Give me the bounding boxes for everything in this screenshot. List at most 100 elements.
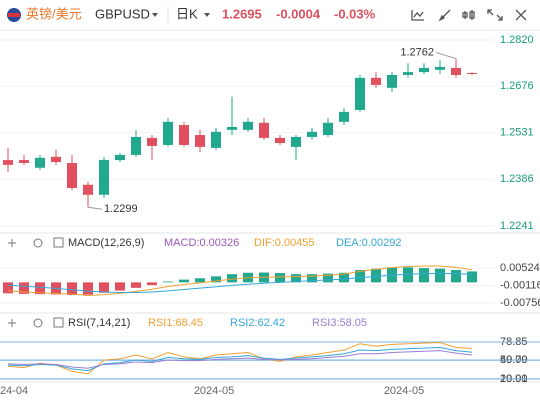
y-tick-label: 1.2820 <box>500 34 534 46</box>
panel-title: RSI(7,14,21) <box>68 317 130 329</box>
candle-body <box>339 111 349 122</box>
dropdown-arrow[interactable] <box>204 13 210 17</box>
settings-icon[interactable] <box>33 318 43 328</box>
x-tick-label: 2024-05 <box>194 385 234 397</box>
candle-body <box>19 160 29 163</box>
indicator-line <box>7 265 473 297</box>
settings-icon[interactable] <box>33 238 43 248</box>
candle-icon[interactable] <box>462 10 475 20</box>
candle-body <box>211 131 221 148</box>
candle-body <box>227 126 237 130</box>
candle-body <box>371 77 381 85</box>
histogram-bar <box>195 278 205 283</box>
histogram-bar <box>83 282 93 295</box>
candle-body <box>275 137 285 144</box>
indicator-line <box>7 342 473 375</box>
candle-body <box>35 157 45 168</box>
candle-body <box>355 77 365 110</box>
indicator-icon[interactable] <box>411 10 424 21</box>
annotation-line <box>87 206 103 210</box>
period[interactable]: 日K <box>176 6 198 21</box>
candle-body <box>259 122 269 138</box>
pair-name[interactable]: 英镑/美元 <box>26 6 82 21</box>
indicator-line <box>7 272 473 293</box>
draw-icon[interactable] <box>438 9 451 22</box>
histogram-bar <box>451 270 461 283</box>
candle-body <box>147 137 157 146</box>
histogram-bar <box>371 268 381 283</box>
candle-body <box>195 135 205 147</box>
y-tick-label: -0.00116 <box>500 279 540 291</box>
close-icon[interactable] <box>515 9 527 21</box>
candle-body <box>451 67 461 75</box>
histogram-bar <box>339 272 349 283</box>
histogram-bar <box>275 273 285 283</box>
candle-body <box>131 136 141 155</box>
candle-body <box>291 136 301 147</box>
panel-title: MACD(12,26,9) <box>68 237 144 249</box>
candle-body <box>403 72 413 75</box>
legend-label: RSI3:58.05 <box>312 317 367 329</box>
y-tick-label: 1.2386 <box>500 173 534 185</box>
histogram-bar <box>291 274 301 283</box>
annotation: 1.2762 <box>400 46 434 58</box>
candle-body <box>99 160 109 195</box>
histogram-bar <box>179 279 189 283</box>
annotation-line <box>435 52 457 60</box>
candle-body <box>83 184 93 195</box>
histogram-bar <box>3 282 13 294</box>
expand-icon[interactable] <box>53 237 64 248</box>
candle-body <box>163 121 173 145</box>
histogram-bar <box>227 274 237 283</box>
histogram-bar <box>163 281 173 283</box>
collapse-icon[interactable] <box>8 239 16 247</box>
candle-body <box>323 122 333 136</box>
collapse-icon[interactable] <box>8 319 16 327</box>
y-tick-label: 1.2531 <box>500 127 534 139</box>
y-tick-label: 1.2676 <box>500 80 534 92</box>
legend-label: MACD:0.00326 <box>164 237 239 249</box>
histogram-bar <box>419 268 429 283</box>
change-pct: -0.03% <box>334 6 376 21</box>
candle-body <box>115 154 125 161</box>
candle-body <box>179 125 189 145</box>
candle-body <box>435 66 445 70</box>
annotation: 1.2299 <box>104 203 138 215</box>
x-tick-label: 24-04 <box>0 385 28 397</box>
candle-body <box>67 162 77 189</box>
expand-icon[interactable] <box>53 317 64 328</box>
dropdown-arrow[interactable] <box>152 13 158 17</box>
histogram-bar <box>115 282 125 291</box>
legend-label: RSI1:68.45 <box>148 317 203 329</box>
candle-body <box>243 121 253 130</box>
y-tick-label: -0.00756 <box>500 297 540 309</box>
candle-body <box>387 74 397 88</box>
histogram-bar <box>19 282 29 294</box>
histogram-bar <box>435 268 445 283</box>
fullscreen-icon[interactable] <box>487 9 503 21</box>
change: -0.0004 <box>276 6 321 21</box>
flag-icon <box>8 13 20 17</box>
candle-body <box>467 73 477 75</box>
histogram-bar <box>355 270 365 283</box>
y-tick-label: 1.2241 <box>500 220 534 232</box>
symbol[interactable]: GBPUSD <box>95 6 150 21</box>
histogram-bar <box>467 271 477 283</box>
histogram-bar <box>147 282 157 286</box>
legend-label: DEA:0.00292 <box>336 237 401 249</box>
histogram-bar <box>211 276 221 283</box>
candle-body <box>3 160 13 165</box>
candle-body <box>419 67 429 73</box>
indicator-line <box>7 347 473 372</box>
price: 1.2695 <box>222 6 262 21</box>
legend-label: RSI2:62.42 <box>230 317 285 329</box>
legend-label: DIF:0.00455 <box>254 237 315 249</box>
histogram-bar <box>131 282 141 288</box>
histogram-bar <box>99 282 109 293</box>
y-tick-label: 0.00524 <box>500 262 540 274</box>
histogram-bar <box>323 273 333 283</box>
candle-body <box>307 131 317 137</box>
histogram-bar <box>35 282 45 295</box>
